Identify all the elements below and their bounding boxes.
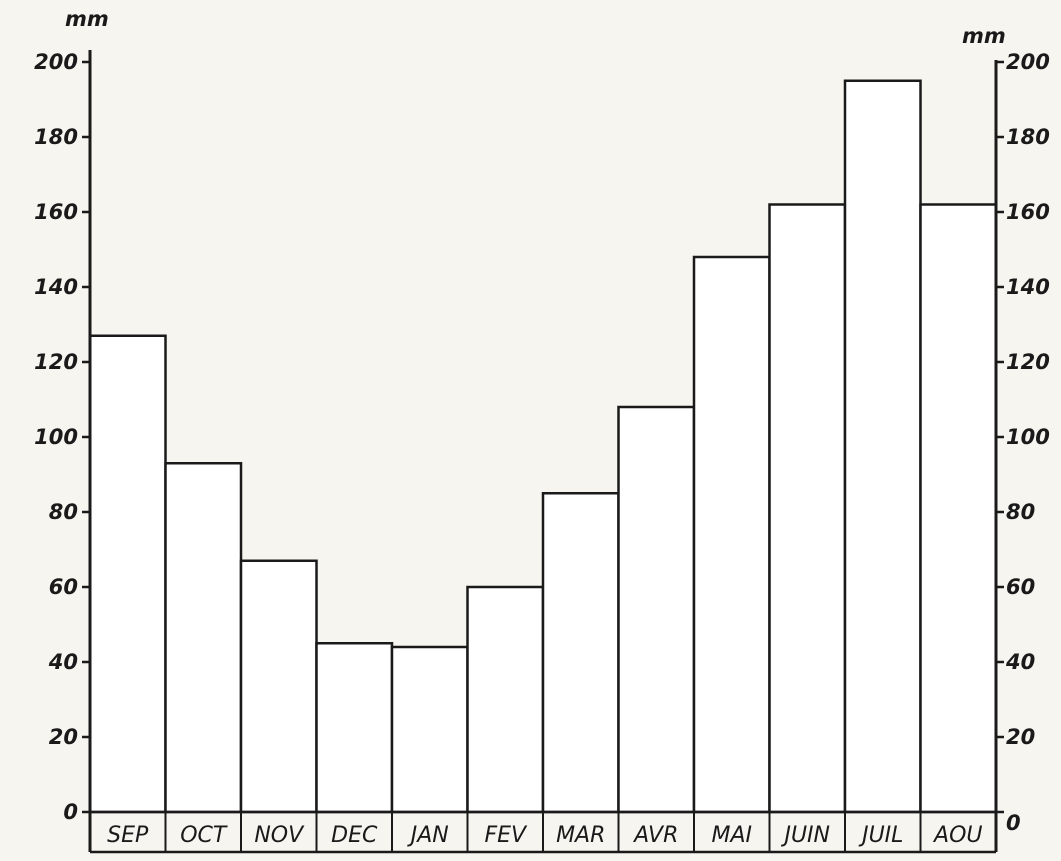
- bars-group: [88, 79, 998, 814]
- y-tick-label-left: 200: [34, 50, 78, 74]
- bar-jan: [390, 645, 469, 814]
- y-tick-label-left: 100: [34, 425, 78, 449]
- x-tick-label-mar: MAR: [556, 823, 605, 848]
- bar-mar: [541, 492, 620, 814]
- y-tick-label-right: 40: [1005, 650, 1035, 674]
- y-tick-label-left: 0: [63, 800, 78, 824]
- bar-juil: [843, 79, 922, 814]
- y-tick-label-right: 60: [1006, 575, 1035, 599]
- y-tick-label-right: 200: [1006, 50, 1050, 74]
- y-tick-label-right: 100: [1006, 425, 1050, 449]
- y-tick-label-left: 160: [34, 200, 78, 224]
- y-tick-label-right: 20: [1006, 725, 1035, 749]
- y-tick-label-left: 140: [34, 275, 78, 299]
- y-tick-label-right: 120: [1006, 350, 1050, 374]
- y-unit-left: mm: [65, 7, 109, 31]
- x-tick-label-avr: AVR: [632, 823, 678, 848]
- y-tick-label-left: 20: [49, 725, 78, 749]
- axes-group: [82, 50, 1004, 854]
- y-tick-label-left: 180: [34, 125, 78, 149]
- y-tick-label-right: 80: [1006, 500, 1035, 524]
- x-tick-label-juin: JUIN: [780, 823, 830, 848]
- bar-avr: [617, 405, 696, 814]
- bar-oct: [164, 462, 243, 814]
- bar-mai: [692, 255, 771, 814]
- x-tick-label-juil: JUIL: [858, 823, 903, 848]
- y-tick-label-left: 120: [34, 350, 78, 374]
- bar-fev: [466, 585, 545, 814]
- x-tick-label-nov: NOV: [254, 823, 305, 848]
- bar-juin: [768, 203, 847, 814]
- y-unit-right: mm: [962, 24, 1006, 48]
- y-tick-label-right: 0: [1006, 811, 1021, 835]
- x-tick-label-jan: JAN: [407, 823, 449, 848]
- y-tick-label-right: 160: [1006, 200, 1050, 224]
- bar-dec: [315, 642, 394, 814]
- y-tick-label-right: 180: [1006, 125, 1050, 149]
- bar-sep: [88, 334, 167, 814]
- bar-aou: [919, 203, 998, 814]
- x-tick-label-dec: DEC: [331, 823, 378, 848]
- x-tick-label-sep: SEP: [107, 823, 149, 848]
- labels-group: 0 0 20 20 40 40 60 60 80 80 100 100 120 120 140 140 160 1…: [34, 50, 1050, 848]
- y-tick-label-left: 60: [49, 575, 78, 599]
- y-tick-label-left: 80: [49, 500, 78, 524]
- x-tick-label-fev: FEV: [484, 823, 528, 848]
- y-tick-label-left: 40: [48, 650, 78, 674]
- x-tick-label-aou: AOU: [932, 823, 982, 848]
- y-tick-label-right: 140: [1006, 275, 1050, 299]
- x-tick-label-oct: OCT: [180, 823, 228, 848]
- x-tick-label-mai: MAI: [711, 823, 752, 848]
- bar-nov: [239, 559, 318, 814]
